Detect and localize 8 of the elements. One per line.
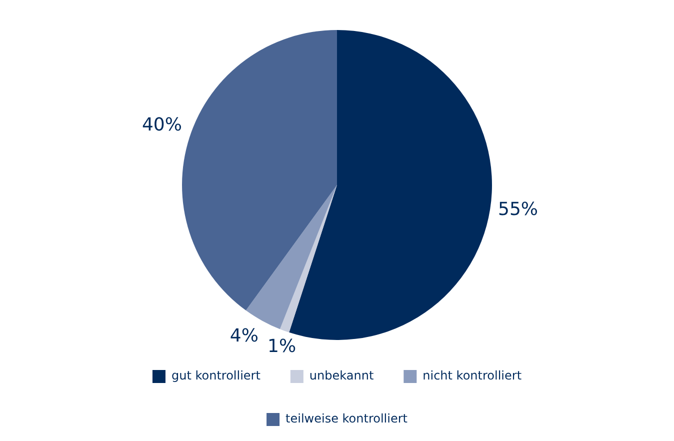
legend-label: gut kontrolliert: [171, 368, 261, 383]
data-label: 1%: [268, 336, 296, 358]
legend-label: teilweise kontrolliert: [286, 412, 408, 426]
legend-label: unbekannt: [309, 368, 374, 383]
legend-label: nicht kontrolliert: [422, 368, 522, 383]
data-label: 40%: [142, 114, 182, 136]
data-label: 55%: [498, 199, 538, 220]
data-label: 4%: [230, 326, 258, 347]
